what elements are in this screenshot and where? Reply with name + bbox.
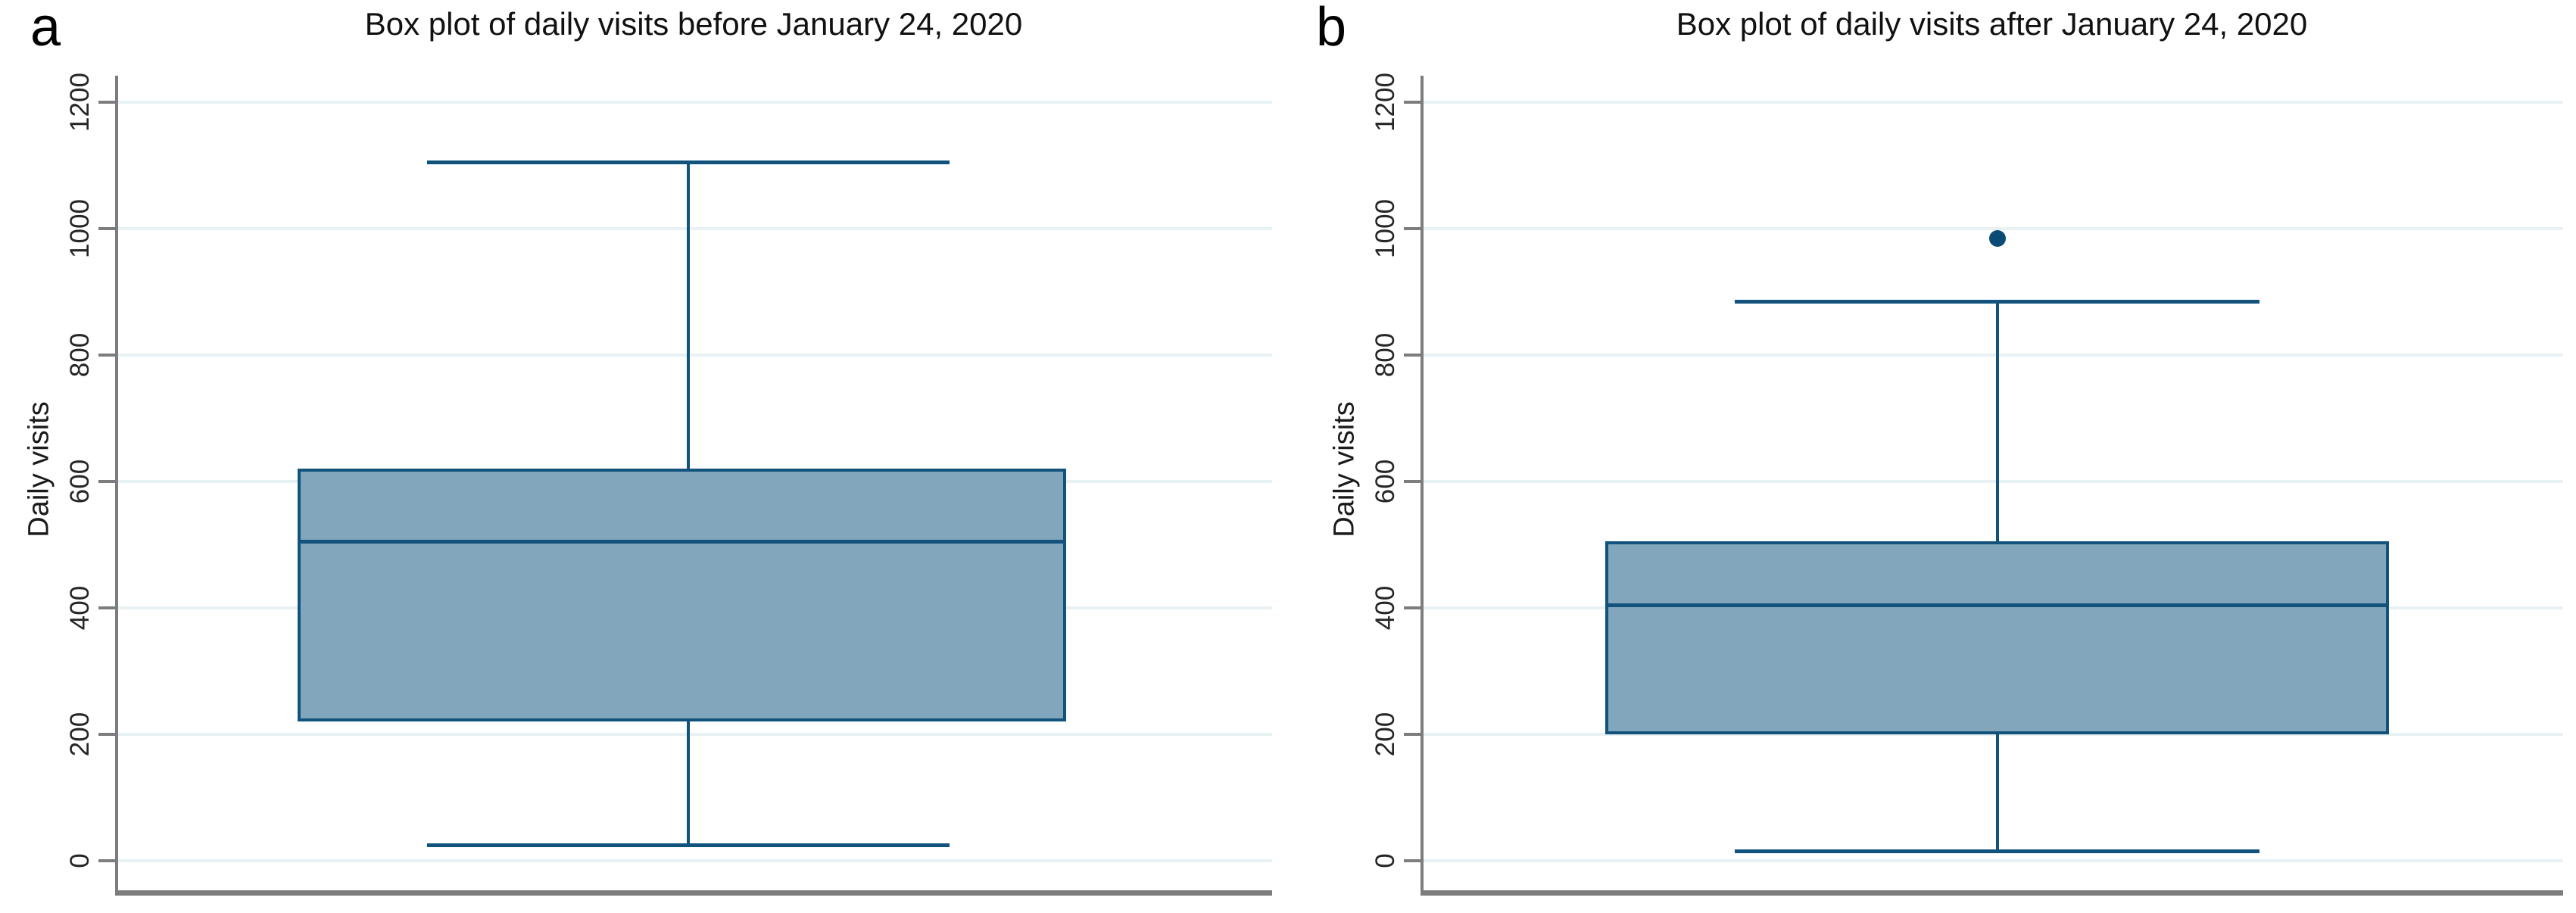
plot-area-b: 0 200 400 600 800 1000 1200	[1371, 73, 2563, 896]
lower-whisker-line	[1995, 734, 1999, 852]
gridline-0	[118, 859, 1272, 862]
upper-whisker-line	[1995, 301, 1999, 542]
lower-whisker-cap	[1735, 849, 2259, 854]
y-tick-0	[98, 859, 115, 862]
outlier-point	[1988, 229, 2006, 247]
lower-whisker-cap	[427, 843, 950, 848]
gridline-1200	[118, 101, 1272, 104]
plot-area-a: 0 200 400 600 800 1000 1200	[65, 73, 1272, 896]
y-tick-label-1000: 1000	[1371, 199, 1400, 258]
y-tick-400	[98, 606, 115, 609]
y-tick-200	[1404, 733, 1421, 736]
upper-whisker-cap	[1735, 300, 2259, 304]
y-tick-1000	[1404, 227, 1421, 230]
upper-whisker-line	[687, 162, 690, 469]
y-tick-label-1200: 1200	[1371, 73, 1400, 132]
gridline-200	[118, 733, 1272, 736]
chart-title-a: Box plot of daily visits before January …	[364, 6, 1023, 42]
gridline-800	[118, 354, 1272, 357]
x-axis-line	[1421, 890, 2563, 896]
y-tick-label-800: 800	[1371, 332, 1400, 378]
panel-letter-b: b	[1316, 0, 1347, 58]
median-line	[1605, 603, 2389, 607]
y-axis-line	[115, 76, 118, 896]
y-tick-label-400: 400	[1371, 585, 1400, 631]
y-tick-800	[1404, 354, 1421, 357]
y-tick-label-200: 200	[1371, 712, 1400, 757]
iqr-box	[298, 469, 1066, 722]
y-tick-label-600: 600	[1371, 459, 1400, 504]
median-line	[298, 540, 1066, 544]
panel-letter-a: a	[30, 0, 61, 58]
gridline-1200	[1424, 101, 2563, 104]
y-tick-200	[98, 733, 115, 736]
y-tick-label-0: 0	[1371, 853, 1400, 868]
gridline-800	[1424, 354, 2563, 357]
y-tick-1200	[98, 101, 115, 104]
lower-whisker-line	[687, 721, 690, 846]
gridline-1000	[1424, 227, 2563, 230]
y-axis-line	[1421, 76, 1424, 896]
gridline-1000	[118, 227, 1272, 230]
upper-whisker-cap	[427, 160, 950, 165]
y-tick-600	[98, 480, 115, 483]
y-tick-1000	[98, 227, 115, 230]
y-tick-400	[1404, 606, 1421, 609]
gridline-200	[1424, 733, 2563, 736]
gridline-0	[1424, 859, 2563, 862]
y-tick-1200	[1404, 101, 1421, 104]
y-tick-600	[1404, 480, 1421, 483]
y-tick-0	[1404, 859, 1421, 862]
x-axis-line	[115, 890, 1272, 896]
y-tick-800	[98, 354, 115, 357]
gridline-600	[1424, 480, 2563, 483]
y-axis-label-b: Daily visits	[1328, 401, 1361, 538]
chart-title-b: Box plot of daily visits after January 2…	[1676, 6, 2308, 42]
iqr-box	[1605, 541, 2389, 734]
